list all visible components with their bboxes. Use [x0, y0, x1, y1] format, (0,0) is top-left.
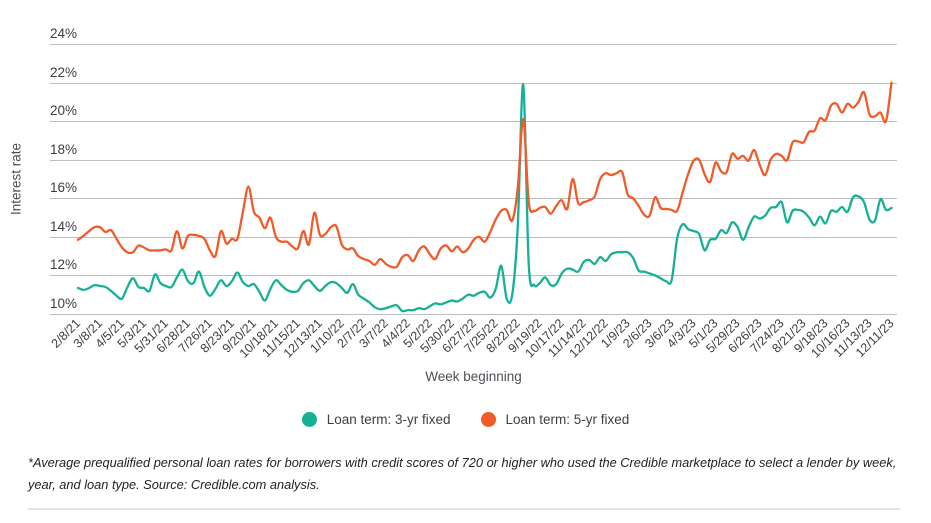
legend-swatch-5yr-icon	[480, 412, 496, 427]
y-tick-label: 22%	[50, 65, 77, 80]
legend-swatch-3yr-icon	[301, 412, 317, 427]
legend-label-3yr: Loan term: 3-yr fixed	[326, 412, 451, 427]
legend-label-5yr: Loan term: 5-yr fixed	[505, 412, 630, 427]
y-tick-label: 14%	[50, 219, 77, 234]
x-axis-title: Week beginning	[425, 369, 522, 384]
legend-item-5yr-fixed: Loan term: 5-yr fixed	[480, 412, 630, 427]
y-tick-label: 16%	[50, 180, 77, 195]
legend-item-3yr-fixed: Loan term: 3-yr fixed	[301, 412, 451, 427]
y-axis-title: Interest rate	[8, 142, 24, 216]
y-tick-label: 20%	[50, 103, 77, 118]
chart-legend: Loan term: 3-yr fixed Loan term: 5-yr fi…	[0, 412, 931, 427]
y-tick-label: 12%	[50, 257, 77, 272]
bottom-divider	[28, 508, 900, 510]
y-tick-label: 24%	[50, 26, 77, 41]
chart-canvas: 24%22%20%18%16%14%12%10%2/8/213/8/214/5/…	[49, 26, 897, 361]
y-tick-label: 10%	[50, 296, 77, 311]
series-line-5yr-fixed	[76, 81, 893, 269]
footnote: *Average prequalified personal loan rate…	[28, 455, 897, 492]
series-line-3yr-fixed	[76, 83, 893, 313]
y-tick-label: 18%	[50, 142, 77, 157]
